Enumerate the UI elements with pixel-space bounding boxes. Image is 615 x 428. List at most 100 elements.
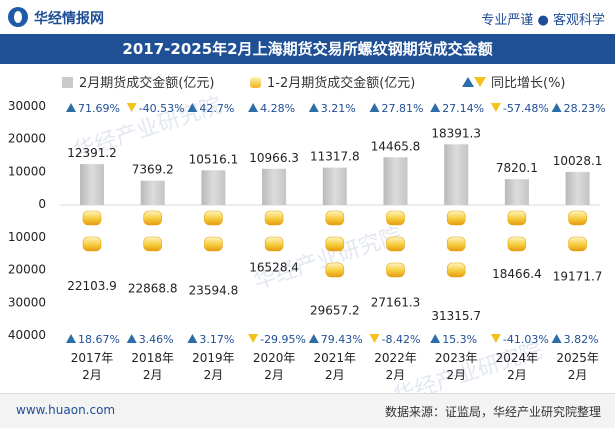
monthly-bar	[80, 164, 104, 205]
monthly-value-label: 10516.1	[189, 152, 239, 166]
gold-coin	[386, 236, 405, 252]
category-label-month: 2月	[386, 368, 406, 382]
huajing-logo-icon	[8, 7, 28, 27]
category-label-month: 2月	[446, 368, 466, 382]
gold-coin	[568, 210, 587, 226]
up-triangle-icon	[430, 103, 441, 112]
monthly-yoy-label: 4.28%	[260, 102, 295, 115]
cumulative-yoy-label: 3.17%	[199, 333, 234, 346]
gold-coin	[264, 236, 284, 252]
cumulative-value-label: 22103.9	[67, 279, 117, 293]
y-tick-label: 0	[38, 197, 46, 211]
category-label-year: 2021年	[314, 351, 357, 365]
cumulative-yoy-label: 3.82%	[564, 333, 599, 346]
gold-coin	[264, 210, 284, 226]
category-label-year: 2022年	[374, 351, 417, 365]
gold-coin	[446, 262, 466, 278]
monthly-value-label: 7369.2	[132, 163, 174, 177]
gold-coin	[204, 236, 223, 252]
tagline: 专业严谨 ● 客观科学	[481, 13, 605, 28]
cumulative-value-label: 29657.2	[310, 303, 360, 317]
y-tick-label: 20000	[8, 132, 46, 146]
footer-url: www.huaon.com	[16, 403, 116, 417]
monthly-value-label: 11317.8	[310, 150, 360, 164]
monthly-yoy-label: 42.7%	[199, 102, 234, 115]
up-triangle-icon	[248, 103, 259, 112]
down-triangle-icon	[126, 103, 137, 112]
category-label-year: 2023年	[435, 351, 478, 365]
cumulative-value-label: 16528.4	[249, 261, 299, 275]
monthly-value-label: 10028.1	[553, 154, 603, 168]
category-label-month: 2月	[82, 368, 102, 382]
monthly-value-label: 18391.3	[431, 126, 481, 140]
cumulative-value-label: 18466.4	[492, 267, 542, 281]
y-tick-label: 10000	[8, 164, 46, 178]
monthly-value-label: 12391.2	[67, 146, 117, 160]
monthly-yoy-label: 3.21%	[321, 102, 356, 115]
gold-coin	[143, 210, 162, 226]
gold-coin	[325, 210, 345, 226]
gold-coin-swatch-icon	[250, 77, 261, 88]
legend: 2月期货成交金额(亿元) 1-2月期货成交金额(亿元) 同比增长(%)	[0, 72, 615, 92]
category-label-month: 2月	[325, 368, 345, 382]
monthly-bar	[322, 167, 347, 205]
down-triangle-icon	[248, 334, 259, 343]
cumulative-yoy-label: 15.3%	[442, 333, 477, 346]
up-triangle-icon	[66, 103, 76, 112]
category-label-year: 2017年	[71, 351, 114, 365]
top-bar: 华经情报网 专业严谨 ● 客观科学	[0, 0, 615, 34]
cumulative-value-label: 31315.7	[431, 309, 481, 323]
down-triangle-icon	[474, 77, 486, 87]
up-triangle-icon	[430, 334, 441, 343]
gold-coin	[446, 210, 466, 226]
up-triangle-icon	[187, 103, 198, 112]
gold-coin	[386, 210, 405, 226]
down-triangle-icon	[490, 103, 501, 112]
monthly-yoy-label: -40.53%	[139, 102, 185, 115]
cumulative-yoy-label: 18.67%	[78, 333, 120, 346]
category-label-year: 2020年	[253, 351, 296, 365]
up-triangle-icon	[126, 334, 137, 343]
y-tick-label: 20000	[8, 263, 46, 277]
monthly-yoy-label: 28.23%	[564, 102, 606, 115]
legend-label-yoy: 同比增长(%)	[491, 76, 566, 91]
legend-label-cumulative: 1-2月期货成交金额(亿元)	[267, 76, 416, 91]
category-label-month: 2月	[507, 368, 527, 382]
cumulative-value-label: 22868.8	[128, 281, 178, 295]
category-label-month: 2月	[204, 368, 224, 382]
category-label-year: 2025年	[556, 351, 599, 365]
legend-item-monthly: 2月期货成交金额(亿元)	[62, 72, 214, 91]
y-tick-label: 10000	[8, 230, 46, 244]
site-name: 华经情报网	[34, 11, 104, 27]
monthly-bar	[444, 144, 469, 205]
monthly-value-label: 7820.1	[496, 161, 538, 175]
monthly-bar	[262, 168, 287, 205]
footer-source: 数据来源：证监局，华经产业研究院整理	[384, 405, 601, 419]
monthly-bar	[504, 179, 529, 205]
gold-coin	[82, 236, 102, 252]
monthly-yoy-label: 27.14%	[442, 102, 484, 115]
up-triangle-icon	[308, 334, 319, 343]
legend-item-cumulative: 1-2月期货成交金额(亿元)	[250, 72, 415, 91]
gold-coin	[204, 210, 223, 226]
category-label-month: 2月	[568, 368, 588, 382]
cumulative-value-label: 27161.3	[371, 295, 421, 309]
cumulative-yoy-label: -41.03%	[503, 333, 549, 346]
cumulative-value-label: 23594.8	[189, 284, 239, 298]
up-triangle-icon	[369, 103, 380, 112]
gold-coin	[82, 210, 102, 226]
monthly-value-label: 10966.3	[249, 151, 299, 165]
monthly-bar	[383, 157, 408, 205]
gold-coin	[325, 262, 345, 278]
legend-label-monthly: 2月期货成交金额(亿元)	[79, 76, 215, 91]
up-triangle-icon	[66, 334, 76, 343]
footer: www.huaon.com 数据来源：证监局，华经产业研究院整理	[0, 393, 615, 428]
gold-coin	[446, 236, 466, 252]
y-tick-label: 40000	[8, 328, 46, 342]
up-triangle-icon	[308, 103, 319, 112]
up-triangle-icon	[462, 77, 474, 87]
monthly-bar	[140, 180, 165, 205]
monthly-yoy-label: 27.81%	[382, 102, 424, 115]
up-triangle-icon	[551, 334, 562, 343]
